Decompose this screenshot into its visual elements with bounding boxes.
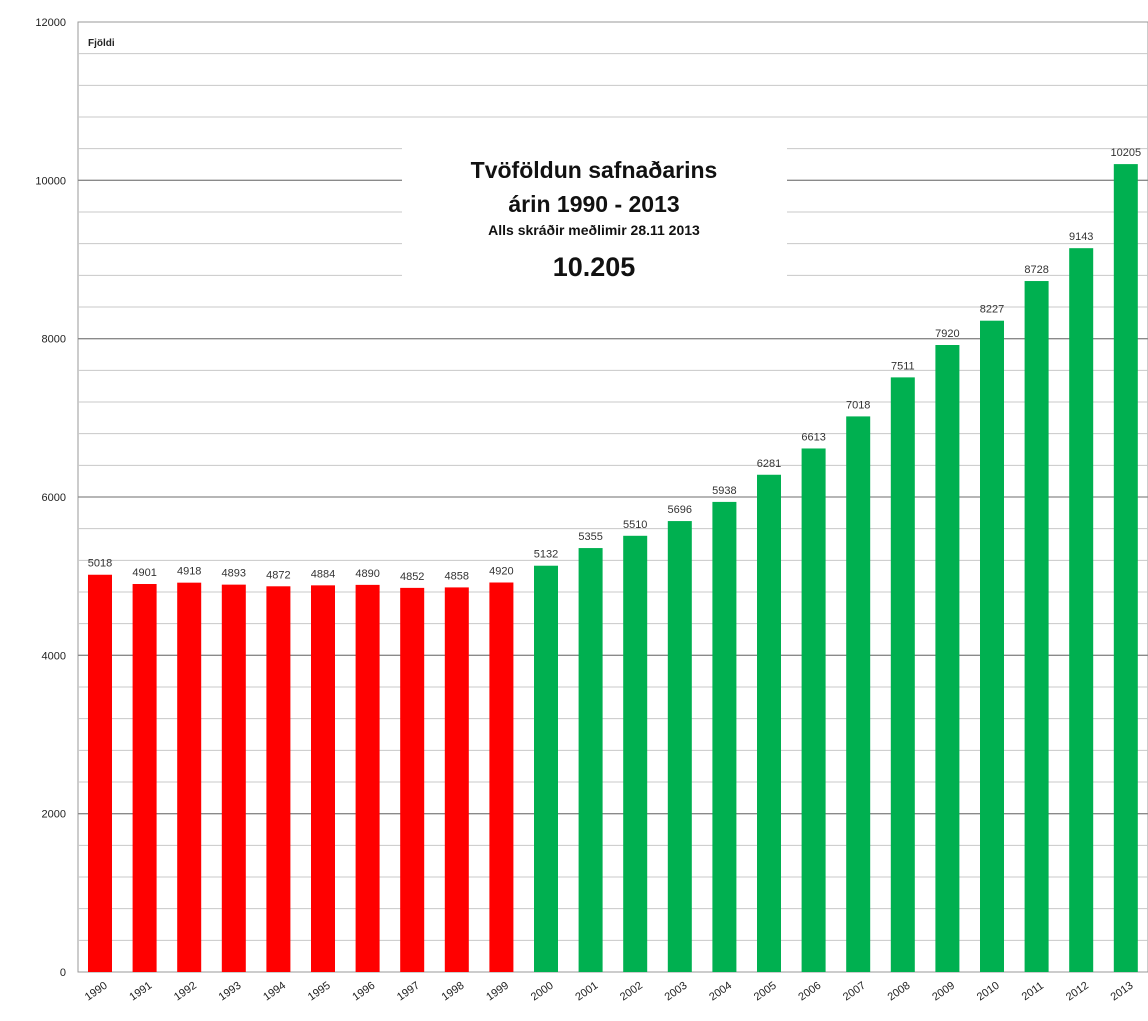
bar-2009 [935, 345, 960, 972]
x-tick-label-1995: 1995 [306, 980, 333, 1004]
x-tick-label-2013: 2013 [1109, 980, 1136, 1004]
bar-1996 [355, 584, 380, 972]
x-tick-label-2011: 2011 [1020, 980, 1046, 1003]
data-label-1999: 4920 [489, 566, 513, 578]
bar-2006 [801, 448, 826, 972]
data-label-1994: 4872 [266, 569, 290, 581]
data-label-2010: 8227 [980, 304, 1004, 316]
x-tick-label-1998: 1998 [440, 980, 467, 1004]
y-tick-label: 0 [60, 967, 66, 979]
x-tick-label-2005: 2005 [752, 980, 779, 1004]
data-label-1992: 4918 [177, 566, 201, 578]
y-axis-ticks: 0 2000 4000 6000 8000 10000 12000 [35, 17, 66, 979]
x-tick-label-2003: 2003 [663, 980, 690, 1004]
data-label-2008: 7511 [891, 360, 915, 372]
bars [88, 164, 1138, 973]
bar-1991 [132, 584, 157, 972]
bar-1997 [400, 587, 425, 972]
data-label-2012: 9143 [1069, 231, 1093, 243]
y-tick-label: 10000 [35, 175, 66, 187]
data-label-2005: 6281 [757, 458, 781, 470]
y-tick-label: 4000 [42, 650, 66, 662]
bar-2000 [534, 565, 558, 972]
chart-title-box: Tvöföldun safnaðarins árin 1990 - 2013 A… [402, 118, 787, 290]
bar-2011 [1024, 281, 1049, 972]
x-tick-label-2001: 2001 [573, 980, 600, 1004]
data-label-1998: 4858 [445, 570, 469, 582]
x-tick-label-1991: 1991 [127, 980, 154, 1004]
bar-2005 [757, 474, 781, 972]
data-labels: 5018 4901 4918 4893 4872 4884 4890 4852 4858 4920… [88, 147, 1141, 583]
data-label-2013: 10205 [1111, 147, 1142, 159]
title-line-1: Tvöföldun safnaðarins [471, 157, 718, 183]
x-tick-label-1994: 1994 [261, 980, 288, 1004]
bar-2001 [578, 548, 603, 972]
data-label-1993: 4893 [222, 568, 246, 580]
data-label-2002: 5510 [623, 519, 647, 531]
title-line-3: Alls skráðir meðlimir 28.11 2013 [488, 222, 700, 238]
x-tick-label-2012: 2012 [1064, 980, 1091, 1004]
data-label-2000: 5132 [534, 549, 558, 561]
data-label-2009: 7920 [935, 328, 959, 340]
x-tick-label-2004: 2004 [707, 980, 734, 1004]
y-tick-label: 6000 [42, 492, 66, 504]
bar-1999 [489, 582, 514, 972]
bar-2012 [1069, 248, 1094, 972]
y-tick-label: 12000 [35, 17, 66, 29]
gridlines [78, 53, 1148, 941]
bar-1992 [177, 582, 202, 972]
bar-1990 [88, 574, 112, 972]
y-axis-label: Fjöldi [88, 38, 115, 49]
x-tick-label-2008: 2008 [886, 980, 913, 1004]
data-label-2007: 7018 [846, 399, 870, 411]
x-axis-ticks: 1990 1991 1992 1993 1994 1995 1996 1997 1998 1999… [83, 980, 1136, 1004]
x-tick-label-2010: 2010 [975, 980, 1002, 1004]
x-tick-label-1992: 1992 [172, 980, 199, 1004]
y-tick-label: 8000 [42, 334, 66, 346]
title-background [402, 118, 787, 290]
bar-1995 [311, 585, 335, 972]
bar-2013 [1113, 164, 1138, 972]
bar-1994 [266, 586, 291, 972]
x-tick-label-1993: 1993 [217, 980, 244, 1004]
bar-1998 [444, 587, 469, 972]
data-label-2001: 5355 [578, 531, 602, 543]
x-tick-label-2002: 2002 [618, 980, 645, 1004]
data-label-1997: 4852 [400, 571, 424, 583]
x-tick-label-1996: 1996 [350, 980, 377, 1004]
bar-2002 [623, 535, 648, 972]
bar-2004 [712, 501, 737, 972]
title-line-4: 10.205 [553, 252, 636, 282]
data-label-1995: 4884 [311, 568, 335, 580]
x-tick-label-1999: 1999 [484, 980, 511, 1004]
data-label-2011: 8728 [1024, 264, 1048, 276]
data-label-2006: 6613 [801, 431, 825, 443]
y-tick-label: 2000 [42, 809, 66, 821]
bar-2003 [667, 521, 692, 972]
x-tick-label-2006: 2006 [796, 980, 823, 1004]
x-tick-label-1997: 1997 [395, 980, 422, 1004]
data-label-1991: 4901 [132, 567, 156, 579]
bar-2008 [890, 377, 915, 973]
data-label-2004: 5938 [712, 485, 736, 497]
data-label-1996: 4890 [355, 568, 379, 580]
title-line-2: árin 1990 - 2013 [508, 191, 679, 217]
bar-2010 [980, 320, 1004, 973]
data-label-2003: 5696 [668, 504, 692, 516]
bar-2007 [846, 416, 871, 972]
x-tick-label-2009: 2009 [930, 980, 957, 1004]
data-label-1990: 5018 [88, 558, 112, 570]
x-tick-label-1990: 1990 [83, 980, 110, 1004]
x-tick-label-2007: 2007 [841, 980, 868, 1004]
x-tick-label-2000: 2000 [529, 980, 556, 1004]
bar-1993 [221, 584, 246, 972]
